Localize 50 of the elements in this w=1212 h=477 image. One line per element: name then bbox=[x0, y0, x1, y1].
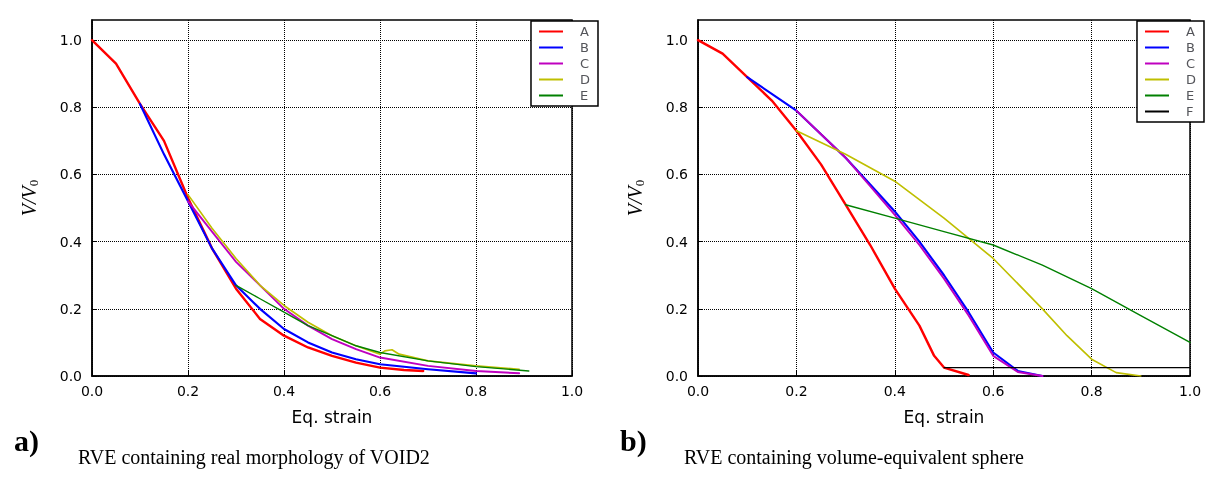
y-tick-label: 0.8 bbox=[59, 99, 82, 116]
x-tick-label: 0.2 bbox=[785, 383, 808, 399]
x-tick-label: 0.8 bbox=[464, 383, 488, 399]
x-tick-label: 1.0 bbox=[1178, 383, 1202, 399]
y-tick-label: 0.0 bbox=[59, 368, 82, 384]
y-tick-label: 1.0 bbox=[59, 32, 82, 49]
legend-label: C bbox=[1185, 56, 1196, 71]
legend-label: A bbox=[1185, 24, 1195, 39]
y-tick-label: 0.2 bbox=[59, 300, 82, 317]
x-tick-label: 0.4 bbox=[272, 383, 296, 399]
x-tick-label: 0.6 bbox=[982, 383, 1005, 399]
x-tick-label: 0.6 bbox=[368, 383, 392, 399]
text: a) bbox=[14, 423, 39, 458]
x-tick-label: 0.8 bbox=[1080, 383, 1103, 399]
text: RVE containing real morphology of VOID2 bbox=[78, 446, 430, 469]
legend-label: E bbox=[579, 88, 589, 103]
y-axis-title: V/V0 bbox=[623, 179, 647, 217]
legend-label: B bbox=[1185, 40, 1195, 55]
legend-label: D bbox=[579, 72, 591, 87]
y-tick-label: 0.0 bbox=[665, 368, 688, 384]
x-tick-label: 0.0 bbox=[80, 383, 104, 399]
y-axis-title: V/V0 bbox=[17, 179, 41, 217]
line-series bbox=[795, 130, 1142, 377]
y-tick-label: 0.2 bbox=[665, 300, 688, 317]
line-series bbox=[90, 38, 425, 373]
y-tick-label: 0.4 bbox=[59, 233, 83, 250]
x-tick-label: 0.0 bbox=[686, 383, 710, 399]
line-series bbox=[235, 284, 530, 372]
y-tick-label: 0.4 bbox=[665, 233, 689, 250]
x-tick-label: 1.0 bbox=[560, 383, 584, 399]
y-tick-label: 0.6 bbox=[59, 166, 83, 183]
x-tick-label: 0.4 bbox=[883, 383, 907, 399]
line-series bbox=[696, 38, 970, 377]
line-series bbox=[795, 109, 1044, 377]
text: b) bbox=[620, 423, 647, 458]
x-axis-title: Eq. strain bbox=[903, 406, 985, 427]
line-series bbox=[844, 204, 1191, 344]
y-tick-label: 0.6 bbox=[665, 166, 689, 183]
legend-label: C bbox=[579, 56, 590, 71]
x-axis-title: Eq. strain bbox=[291, 406, 373, 427]
text: RVE containing volume-equivalent sphere bbox=[684, 446, 1025, 469]
y-tick-label: 0.8 bbox=[665, 99, 688, 116]
legend-label: B bbox=[579, 40, 589, 55]
line-series bbox=[138, 102, 478, 375]
legend-label: A bbox=[579, 24, 589, 39]
y-tick-label: 1.0 bbox=[665, 32, 688, 49]
legend-label: F bbox=[1185, 104, 1194, 119]
x-tick-label: 0.2 bbox=[176, 383, 200, 399]
legend-label: E bbox=[1185, 88, 1195, 103]
legend-label: D bbox=[1185, 72, 1197, 87]
